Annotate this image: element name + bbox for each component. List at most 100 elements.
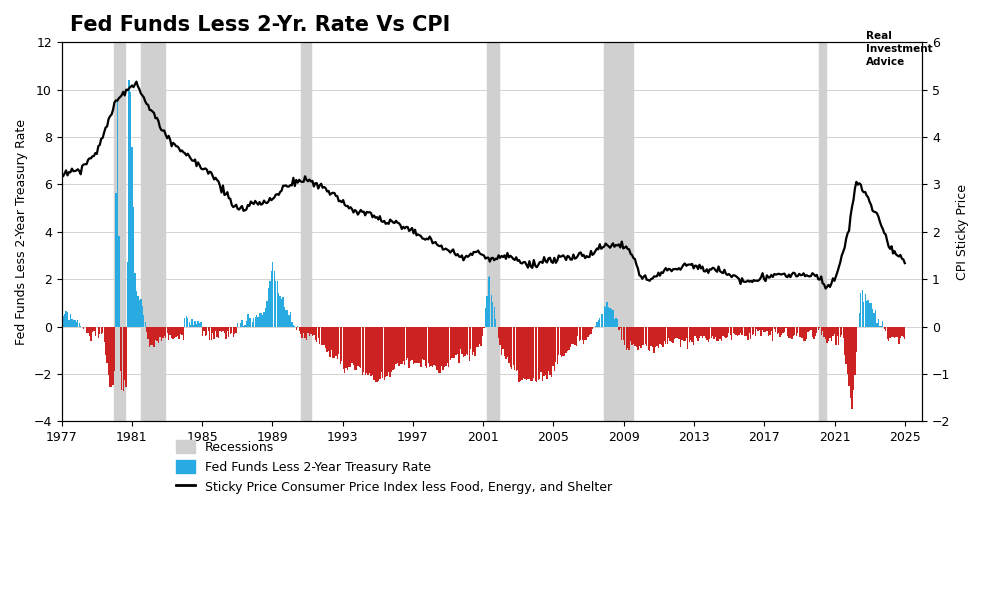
Bar [674, 327, 675, 339]
Bar [827, 327, 828, 343]
Bar [231, 327, 232, 333]
Bar [501, 327, 502, 355]
Bar [162, 327, 163, 338]
Bar [351, 327, 352, 363]
Bar [542, 327, 543, 381]
Bar [278, 293, 279, 327]
Bar [671, 327, 672, 342]
Bar [695, 327, 696, 336]
Bar [180, 327, 181, 333]
Bar [750, 327, 752, 340]
Bar [551, 327, 552, 377]
Bar [71, 319, 73, 327]
Bar [788, 327, 789, 338]
Bar [904, 327, 905, 340]
Bar [146, 327, 148, 332]
Bar [457, 327, 459, 354]
Bar [217, 327, 219, 338]
Bar [612, 310, 614, 327]
Bar [587, 327, 588, 336]
Bar [348, 327, 349, 367]
Bar [105, 327, 106, 354]
Bar [716, 327, 717, 341]
Bar [489, 276, 490, 327]
Bar [888, 327, 890, 341]
Bar [882, 321, 884, 327]
Bar [473, 327, 474, 352]
Bar [246, 321, 247, 327]
Bar [809, 327, 810, 331]
Bar [477, 327, 479, 348]
Bar [276, 281, 277, 327]
Bar [901, 327, 902, 336]
Bar [818, 327, 819, 330]
Bar [414, 327, 415, 363]
Bar [405, 327, 407, 360]
Bar [93, 327, 94, 331]
Bar [222, 327, 223, 331]
Bar [665, 327, 666, 344]
Bar [459, 327, 460, 363]
Bar [474, 327, 476, 356]
Bar [322, 327, 324, 346]
Bar [114, 42, 125, 421]
Bar [139, 300, 140, 327]
Bar [514, 327, 516, 370]
Bar [841, 327, 842, 335]
Bar [355, 327, 357, 370]
Bar [563, 327, 564, 356]
Bar [465, 327, 467, 354]
Bar [520, 327, 522, 381]
Bar [267, 301, 268, 327]
Bar [725, 327, 726, 338]
Bar [487, 42, 499, 421]
Bar [250, 318, 252, 327]
Bar [830, 327, 832, 341]
Bar [570, 327, 571, 347]
Bar [62, 316, 64, 327]
Bar [285, 309, 286, 327]
Bar [620, 327, 621, 328]
Bar [732, 327, 734, 333]
Bar [627, 327, 629, 348]
Bar [791, 327, 792, 339]
Bar [639, 327, 640, 346]
Bar [178, 327, 180, 340]
Bar [333, 327, 334, 358]
Bar [494, 307, 495, 327]
Bar [375, 327, 376, 382]
Bar [130, 92, 131, 327]
Bar [325, 327, 327, 348]
Bar [103, 327, 105, 342]
Bar [345, 327, 346, 368]
Bar [483, 327, 485, 328]
Bar [749, 327, 750, 333]
Bar [785, 327, 786, 328]
Bar [654, 327, 656, 347]
Bar [256, 314, 258, 327]
Bar [283, 306, 285, 327]
Bar [776, 327, 778, 334]
Bar [223, 327, 225, 333]
Bar [425, 327, 426, 366]
Bar [445, 327, 447, 366]
Bar [436, 327, 438, 370]
Bar [187, 319, 188, 327]
Bar [892, 327, 893, 336]
Bar [282, 297, 283, 327]
Bar [707, 327, 708, 342]
Bar [307, 327, 309, 333]
Bar [225, 327, 226, 338]
Bar [865, 293, 866, 327]
Bar [734, 327, 735, 334]
Bar [337, 327, 338, 359]
Bar [729, 327, 731, 335]
Bar [669, 327, 671, 341]
Bar [342, 327, 343, 370]
Bar [304, 327, 306, 338]
Bar [106, 327, 108, 363]
Bar [800, 327, 801, 337]
Bar [289, 313, 291, 327]
Bar [772, 327, 773, 341]
Bar [519, 327, 520, 382]
